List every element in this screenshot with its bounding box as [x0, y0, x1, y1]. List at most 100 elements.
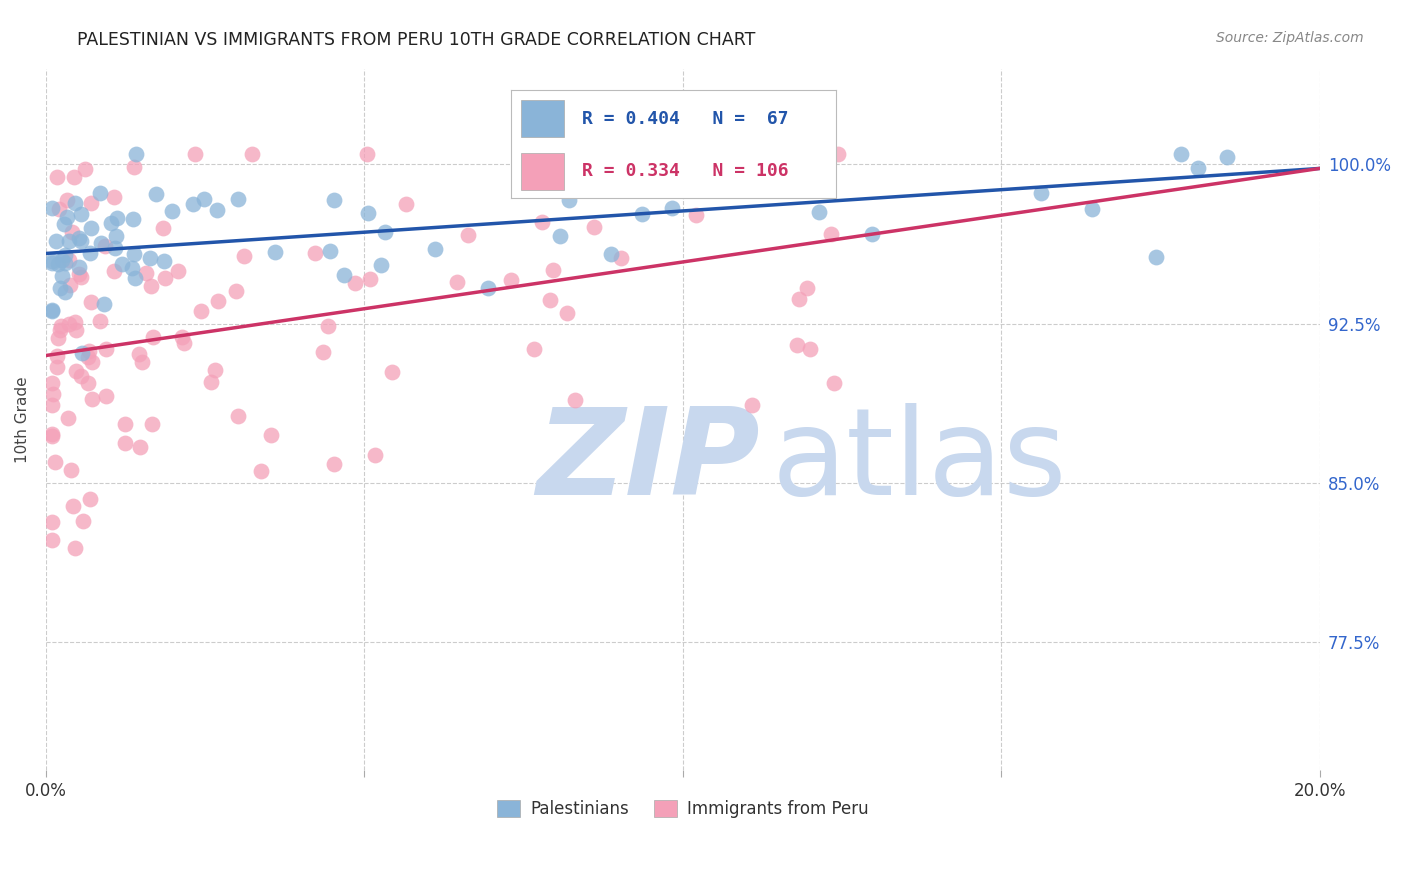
Point — [131, 355, 153, 369]
Point — [41, 533, 63, 547]
Point — [370, 259, 392, 273]
Point — [77, 376, 100, 390]
Point — [65, 364, 87, 378]
Point — [260, 428, 283, 442]
Point — [630, 206, 652, 220]
Point — [600, 246, 623, 260]
Text: Source: ZipAtlas.com: Source: ZipAtlas.com — [1216, 31, 1364, 45]
Point — [82, 355, 104, 369]
Point — [713, 169, 735, 184]
Point — [96, 343, 118, 357]
Point — [79, 245, 101, 260]
Point — [583, 219, 606, 234]
Text: atlas: atlas — [772, 403, 1067, 520]
Text: PALESTINIAN VS IMMIGRANTS FROM PERU 10TH GRADE CORRELATION CHART: PALESTINIAN VS IMMIGRANTS FROM PERU 10TH… — [77, 31, 755, 49]
Point — [89, 314, 111, 328]
Point — [446, 275, 468, 289]
Point — [56, 194, 79, 208]
Point — [139, 251, 162, 265]
Point — [62, 225, 84, 239]
Point — [48, 257, 70, 271]
Point — [425, 243, 447, 257]
Point — [124, 270, 146, 285]
Point — [46, 359, 69, 374]
Point — [45, 234, 67, 248]
Point — [200, 375, 222, 389]
Point — [333, 268, 356, 282]
Point — [122, 160, 145, 174]
Point — [152, 254, 174, 268]
Point — [51, 269, 73, 284]
Y-axis label: 10th Grade: 10th Grade — [15, 376, 30, 463]
Point — [69, 270, 91, 285]
Point — [734, 146, 756, 161]
Point — [79, 491, 101, 506]
Point — [45, 170, 67, 185]
Point — [46, 349, 69, 363]
Point — [141, 417, 163, 432]
Point — [80, 196, 103, 211]
Point — [190, 304, 212, 318]
Point — [1081, 202, 1104, 216]
Point — [42, 387, 65, 401]
Point — [53, 285, 76, 299]
Point — [558, 194, 581, 208]
Point — [181, 196, 204, 211]
Point — [52, 217, 75, 231]
Point — [702, 183, 724, 197]
Point — [58, 317, 80, 331]
Point — [41, 515, 63, 529]
Point — [104, 241, 127, 255]
Point — [167, 263, 190, 277]
Point — [77, 343, 100, 358]
Point — [820, 227, 842, 242]
Point — [359, 272, 381, 286]
Point — [72, 514, 94, 528]
Point — [58, 410, 80, 425]
Point — [1187, 161, 1209, 176]
Point — [139, 279, 162, 293]
Point — [41, 254, 63, 268]
Point — [226, 409, 249, 423]
Point — [264, 245, 287, 260]
Point — [860, 227, 883, 242]
Point — [1031, 186, 1053, 201]
Point — [786, 338, 808, 352]
Point — [49, 281, 72, 295]
Point — [58, 234, 80, 248]
Point — [75, 161, 97, 176]
Point — [65, 323, 87, 337]
Point — [70, 368, 93, 383]
Point — [548, 228, 571, 243]
Text: ZIP: ZIP — [536, 403, 761, 520]
Point — [356, 146, 378, 161]
Point — [59, 277, 82, 292]
Point — [94, 238, 117, 252]
Point — [827, 146, 849, 161]
Point — [103, 264, 125, 278]
Point — [142, 330, 165, 344]
Point — [170, 329, 193, 343]
Point — [69, 235, 91, 249]
Point — [319, 244, 342, 258]
Point — [77, 350, 100, 364]
Point — [145, 186, 167, 201]
Point — [105, 211, 128, 226]
Legend: Palestinians, Immigrants from Peru: Palestinians, Immigrants from Peru — [491, 793, 876, 825]
Point — [312, 344, 335, 359]
Point — [499, 273, 522, 287]
Point — [322, 194, 344, 208]
Point — [58, 253, 80, 268]
Point — [41, 303, 63, 318]
Point — [823, 376, 845, 390]
Point — [65, 315, 87, 329]
Point — [62, 499, 84, 513]
Point — [41, 376, 63, 390]
Point — [381, 365, 404, 379]
Point — [661, 201, 683, 215]
Point — [225, 285, 247, 299]
Point — [240, 146, 263, 161]
Point — [477, 281, 499, 295]
Point — [152, 220, 174, 235]
Point — [114, 417, 136, 431]
